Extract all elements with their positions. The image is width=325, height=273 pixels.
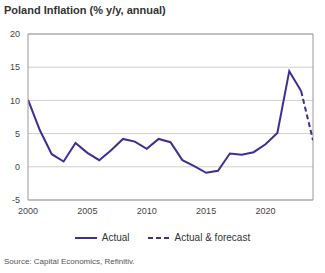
html-text:Source: Capital Economics, Ref: Source: Capital Economics, Refinitiv. xyxy=(4,257,135,266)
svg-text:2010: 2010 xyxy=(137,206,157,216)
svg-text:-5: -5 xyxy=(12,195,20,205)
html-text:Actual: Actual xyxy=(101,232,130,243)
html-text:Actual & forecast: Actual & forecast xyxy=(174,232,251,243)
svg-text:20: 20 xyxy=(10,29,20,39)
svg-text:2020: 2020 xyxy=(255,206,275,216)
svg-text:2005: 2005 xyxy=(77,206,97,216)
svg-text:10: 10 xyxy=(10,96,20,106)
svg-text:0: 0 xyxy=(15,162,20,172)
svg-text:2000: 2000 xyxy=(18,206,38,216)
svg-text:5: 5 xyxy=(15,129,20,139)
svg-text:15: 15 xyxy=(10,62,20,72)
svg-text:2015: 2015 xyxy=(196,206,216,216)
html-text:Poland Inflation (% y/y, annua: Poland Inflation (% y/y, annual) xyxy=(4,4,166,16)
